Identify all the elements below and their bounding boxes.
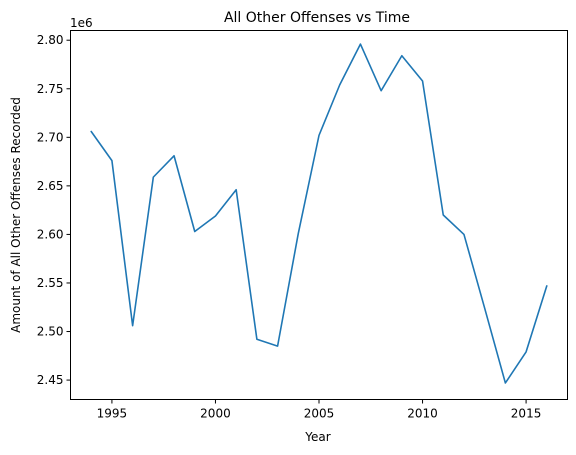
y-tick-label: 2.45 (37, 373, 64, 387)
y-tick-label: 2.70 (37, 130, 64, 144)
x-tick-label: 2015 (511, 407, 542, 421)
x-tick-label: 2005 (304, 407, 335, 421)
y-tick-label: 2.50 (37, 325, 64, 339)
series-line (90, 43, 548, 384)
y-tick-label: 2.60 (37, 227, 64, 241)
chart-title: All Other Offenses vs Time (224, 10, 410, 26)
y-tick-label: 2.55 (37, 276, 64, 290)
y-tick-label: 2.75 (37, 82, 64, 96)
plot-frame (70, 30, 568, 400)
y-tick-label: 2.65 (37, 179, 64, 193)
x-tick-label: 1995 (97, 407, 128, 421)
y-axis: 2.45 2.50 2.55 2.60 2.65 2.70 2.75 2.80 (37, 33, 71, 387)
x-axis: 1995 2000 2005 2010 2015 (97, 399, 542, 421)
x-tick-label: 2000 (200, 407, 231, 421)
x-axis-label: Year (304, 430, 330, 444)
x-tick-label: 2010 (407, 407, 438, 421)
y-axis-label: Amount of All Other Offenses Recorded (9, 97, 23, 333)
plot-area (90, 43, 548, 384)
y-tick-label: 2.80 (37, 33, 64, 47)
y-offset-label: 1e6 (70, 16, 93, 30)
